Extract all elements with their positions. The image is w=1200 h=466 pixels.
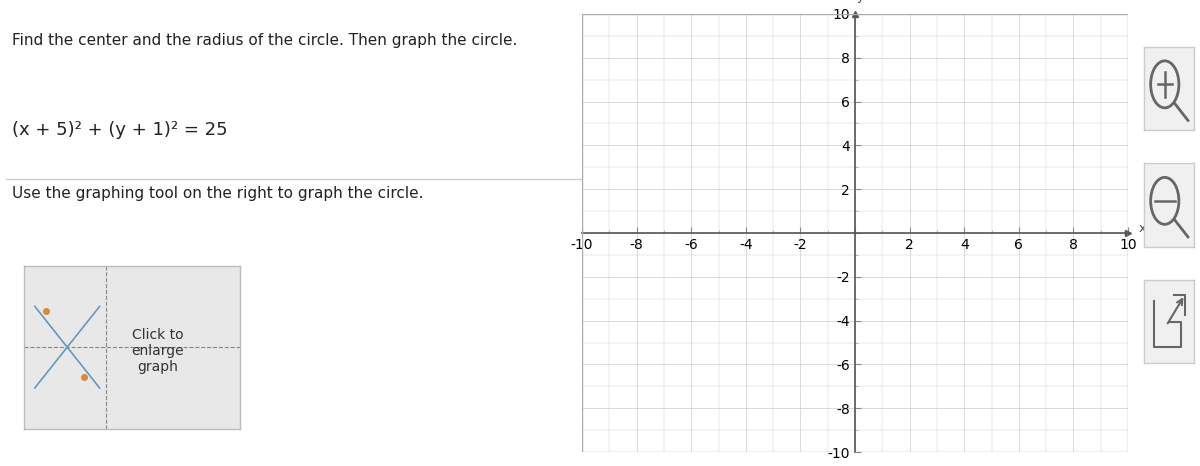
Text: Find the center and the radius of the circle. Then graph the circle.: Find the center and the radius of the ci… (12, 33, 517, 48)
Text: (x + 5)² + (y + 1)² = 25: (x + 5)² + (y + 1)² = 25 (12, 121, 228, 139)
Text: x: x (1139, 222, 1146, 235)
Text: y: y (857, 0, 864, 3)
Text: Use the graphing tool on the right to graph the circle.: Use the graphing tool on the right to gr… (12, 186, 424, 201)
Text: Click to
enlarge
graph: Click to enlarge graph (132, 328, 185, 374)
